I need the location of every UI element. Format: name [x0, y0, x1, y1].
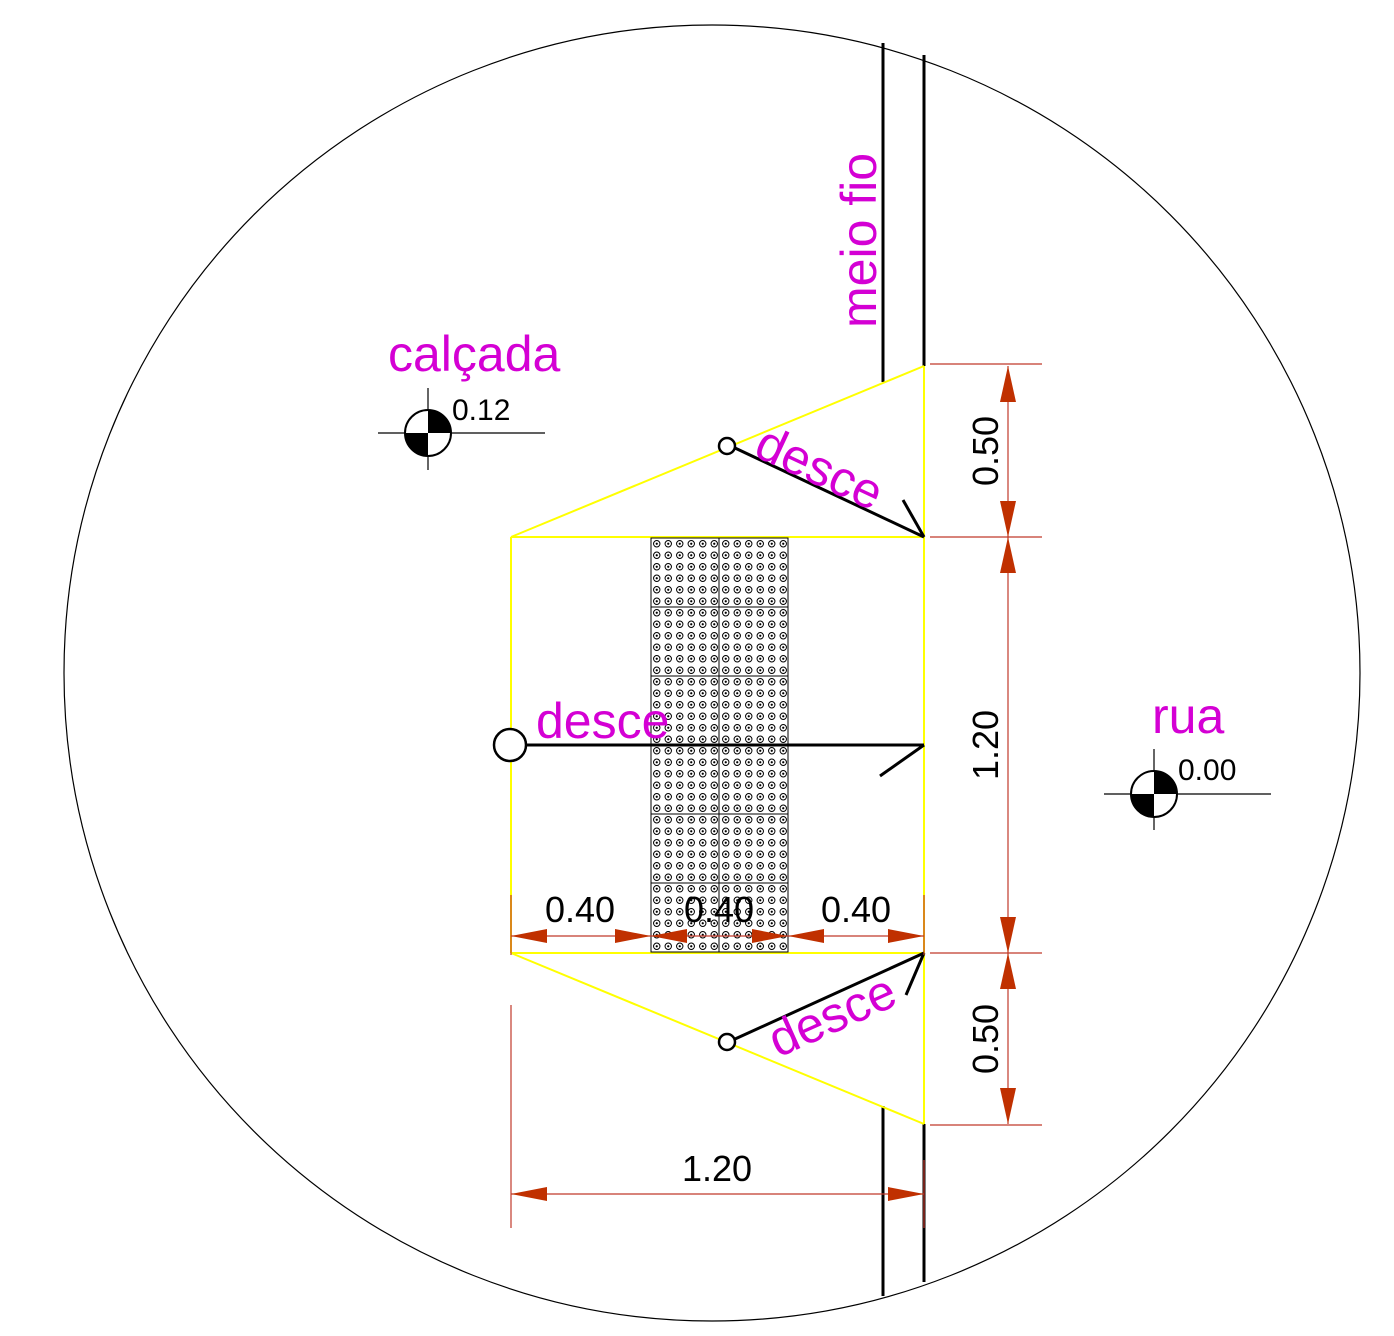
circle-icon [717, 1032, 737, 1052]
slope-arrow-top [717, 436, 926, 539]
level-marker-icon [1104, 749, 1271, 830]
desce-label-bottom: desce [760, 963, 905, 1068]
horizontal-total-arrows [511, 1187, 924, 1201]
slope-arrow-middle [492, 727, 925, 778]
rua-label: rua [1152, 688, 1224, 744]
dimension-vertical-bottom: 0.50 [965, 1004, 1006, 1074]
dimension-vertical-middle: 1.20 [965, 710, 1006, 780]
calcada-level-value: 0.12 [452, 394, 510, 427]
level-marker-icon [378, 388, 545, 470]
slope-arrow-bottom [717, 951, 926, 1052]
dimension-horizontal-left: 0.40 [545, 889, 615, 930]
dimension-horizontal-center: 0.40 [684, 889, 754, 930]
detail-circle [63, 24, 1361, 1322]
horizontal-part-arrows [511, 929, 924, 943]
calcada-label: calçada [388, 326, 561, 382]
dimension-horizontal-right: 0.40 [821, 889, 891, 930]
curb-lines [881, 43, 926, 1296]
dimension-horizontal-total: 1.20 [682, 1148, 752, 1189]
rua-level-value: 0.00 [1178, 754, 1236, 787]
vertical-dimensions [930, 363, 1042, 1126]
meio-fio-label: meio fio [831, 153, 887, 328]
dimension-vertical-top: 0.50 [965, 416, 1006, 486]
circle-icon [717, 436, 737, 456]
horizontal-part-dimensions [510, 895, 925, 955]
vertical-dimension-arrows [1000, 366, 1016, 1124]
desce-label-top: desce [747, 414, 892, 521]
desce-label-middle: desce [536, 693, 669, 749]
circle-icon [492, 727, 528, 763]
